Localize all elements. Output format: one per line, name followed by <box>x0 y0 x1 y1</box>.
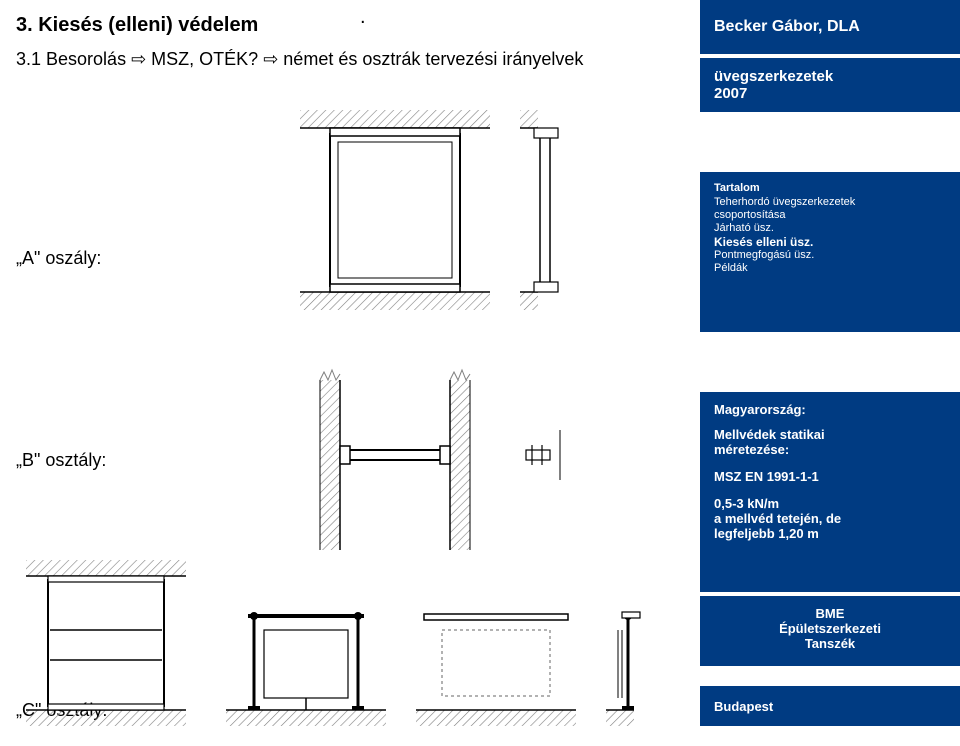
mo-l1: Mellvédek statikai <box>714 427 946 442</box>
sidebar-hungary: Magyarország: Mellvédek statikai méretez… <box>700 392 960 592</box>
diagram-b2 <box>520 360 580 550</box>
bme-l2: Épületszerkezeti <box>714 621 946 636</box>
sidebar: Becker Gábor, DLA üvegszerkezetek 2007 T… <box>700 0 960 746</box>
dot: . <box>360 6 366 29</box>
arrow-2: ⇨ <box>263 49 278 69</box>
label-b: „B" osztály: <box>16 450 106 471</box>
tartalom-emph: Kiesés elleni üsz. <box>714 235 946 249</box>
tartalom-r3: Járható üsz. <box>714 222 946 234</box>
diagram-b1 <box>300 360 490 550</box>
mo-l2: méretezése: <box>714 442 946 457</box>
mo-p3: legfeljebb 1,20 m <box>714 526 946 541</box>
tartalom-title: Tartalom <box>714 182 946 194</box>
sub-b: MSZ, OTÉK? <box>146 49 263 69</box>
diagram-a2 <box>520 110 580 310</box>
sidebar-author: Becker Gábor, DLA <box>700 0 960 54</box>
tartalom-r2: csoportosítása <box>714 209 946 221</box>
tartalom-r5: Példák <box>714 262 946 274</box>
tartalom-r1: Teherhordó üvegszerkezetek <box>714 196 946 208</box>
mo-std: MSZ EN 1991-1-1 <box>714 469 946 484</box>
sub-c: német és osztrák tervezési irányelvek <box>278 49 583 69</box>
sidebar-subtitle: üvegszerkezetek 2007 <box>700 58 960 112</box>
sidebar-contents: Tartalom Teherhordó üvegszerkezetek csop… <box>700 172 960 332</box>
mo-title: Magyarország: <box>714 402 946 417</box>
bme-l3: Tanszék <box>714 636 946 651</box>
label-a: „A" oszály: <box>16 248 101 269</box>
main-content: 3. Kiesés (elleni) védelem . 3.1 Besorol… <box>0 0 700 746</box>
section-title: 3. Kiesés (elleni) védelem <box>16 14 692 37</box>
sidebar-sub2: 2007 <box>714 85 946 102</box>
diagram-a1 <box>300 110 490 310</box>
sidebar-city: Budapest <box>700 686 960 726</box>
arrow-1: ⇨ <box>131 49 146 69</box>
sidebar-sub1: üvegszerkezetek <box>714 68 946 85</box>
mo-p1: 0,5-3 kN/m <box>714 496 946 511</box>
bme-l1: BME <box>714 606 946 621</box>
tartalom-r4: Pontmegfogású üsz. <box>714 249 946 261</box>
subtitle-line: 3.1 Besorolás ⇨ MSZ, OTÉK? ⇨ német és os… <box>16 49 692 70</box>
diagram-c-row <box>16 560 686 740</box>
sidebar-bme: BME Épületszerkezeti Tanszék <box>700 596 960 666</box>
sub-a: 3.1 Besorolás <box>16 49 131 69</box>
mo-p2: a mellvéd tetején, de <box>714 511 946 526</box>
